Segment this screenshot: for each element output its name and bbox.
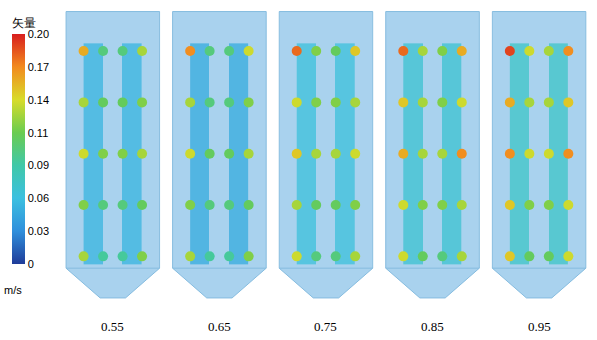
svg-text:0.14: 0.14 [28,94,49,106]
svg-text:0.55: 0.55 [101,319,124,334]
svg-text:m/s: m/s [4,284,22,296]
svg-text:0.85: 0.85 [421,319,444,334]
svg-text:0.95: 0.95 [528,319,551,334]
svg-text:0.75: 0.75 [314,319,337,334]
svg-text:0.03: 0.03 [28,225,49,237]
svg-text:0.11: 0.11 [28,127,49,139]
svg-text:0: 0 [28,258,34,270]
svg-text:0.17: 0.17 [28,61,49,73]
svg-text:0.65: 0.65 [208,319,231,334]
svg-text:0.20: 0.20 [28,28,49,40]
svg-text:0.09: 0.09 [28,159,49,171]
svg-text:矢量: 矢量 [12,16,36,30]
svg-text:0.06: 0.06 [28,192,49,204]
